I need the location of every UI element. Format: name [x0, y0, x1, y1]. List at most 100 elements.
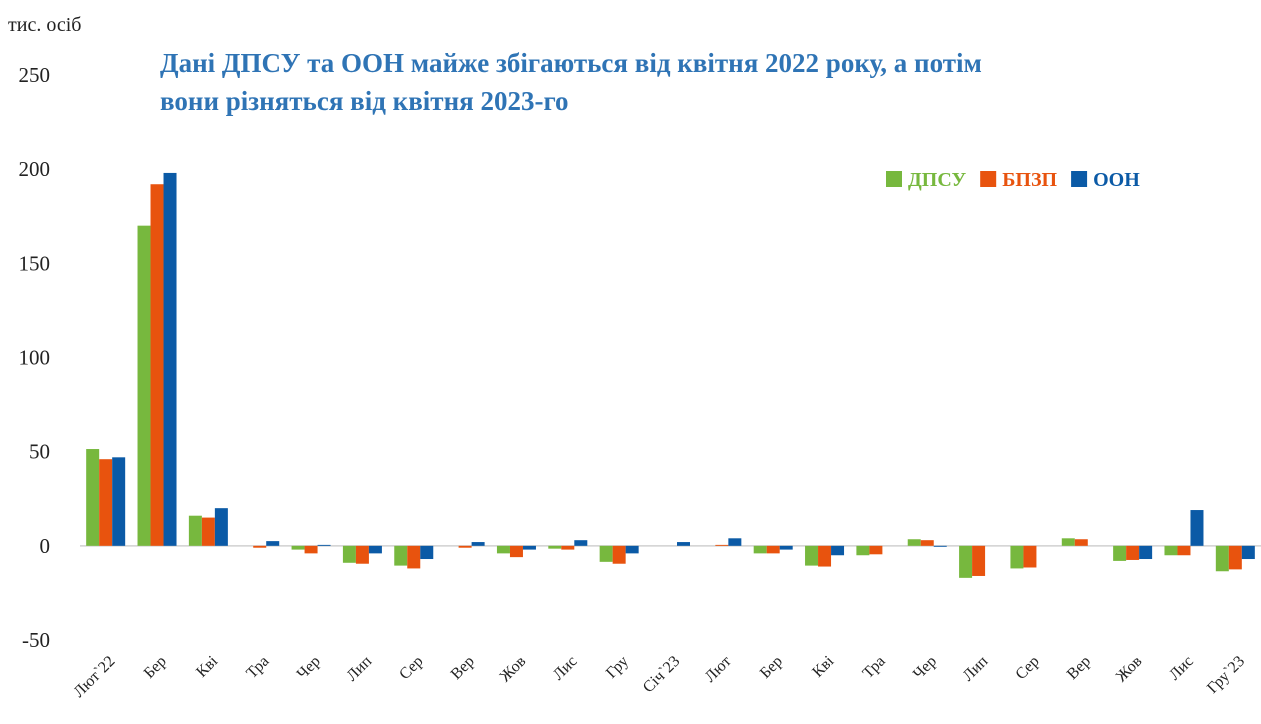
x-tick-label: Кві: [193, 652, 221, 680]
bar: [99, 459, 113, 546]
legend-swatch: [980, 171, 997, 187]
bar: [188, 515, 202, 546]
x-tick-label: Січ`23: [640, 653, 683, 696]
chart-title: Дані ДПСУ та ООН майже збігаються від кв…: [160, 48, 982, 116]
bar: [509, 545, 523, 558]
bar: [163, 172, 177, 546]
x-tick-label: Тра: [860, 653, 889, 682]
bar: [458, 545, 472, 548]
bar: [599, 545, 613, 562]
x-tick-label: Чер: [294, 653, 324, 683]
bar: [1126, 545, 1140, 560]
bar: [1139, 545, 1153, 560]
bar: [1241, 545, 1255, 560]
bar: [137, 225, 151, 546]
bar: [368, 545, 382, 554]
bar: [766, 545, 780, 554]
bar: [574, 540, 588, 546]
bar: [317, 544, 331, 546]
y-tick-label: 50: [29, 440, 50, 464]
x-tick-label: Вер: [448, 653, 478, 683]
bar: [959, 545, 973, 578]
bar: [1177, 545, 1191, 556]
bar: [612, 545, 626, 564]
bar: [1010, 545, 1024, 569]
bar: [818, 545, 832, 567]
bar: [291, 545, 305, 550]
bar: [907, 539, 921, 546]
bar: [304, 545, 318, 554]
bar: [728, 538, 742, 546]
y-tick-label: 100: [19, 346, 51, 370]
x-tick-label: Сер: [396, 653, 426, 683]
bar: [548, 545, 562, 549]
y-tick-label: 0: [40, 534, 51, 558]
legend-swatch: [1071, 171, 1088, 187]
bar: [1113, 545, 1127, 561]
legend-label: ООН: [1093, 169, 1140, 191]
x-tick-label: Тра: [243, 653, 272, 682]
bar: [1190, 510, 1204, 546]
bar: [522, 545, 536, 550]
bar: [420, 545, 434, 560]
bar: [805, 545, 819, 566]
x-tick-label: Лют: [702, 653, 735, 686]
bar: [972, 545, 986, 576]
bar: [933, 545, 947, 547]
bar: [214, 508, 228, 546]
x-tick-label: Чер: [910, 653, 940, 683]
y-axis-label: тис. осіб: [8, 14, 82, 36]
y-tick-label: -50: [22, 628, 50, 652]
bar: [869, 545, 883, 555]
bar: [715, 544, 729, 546]
legend-label: БПЗП: [1002, 169, 1057, 191]
y-tick-label: 150: [19, 251, 51, 275]
bar: [1074, 539, 1088, 546]
bar: [779, 545, 793, 550]
legend-swatch: [886, 171, 902, 187]
x-tick-label: Лис: [550, 653, 581, 684]
x-tick-label: Бер: [757, 653, 786, 682]
x-tick-label: Лис: [1166, 653, 1197, 684]
bar: [625, 545, 639, 554]
bar: [561, 545, 575, 550]
bar: [86, 449, 100, 546]
bar: [677, 542, 690, 546]
bar: [856, 545, 870, 556]
bar: [394, 545, 408, 566]
bar: [1215, 545, 1229, 572]
x-tick-label: Жов: [1113, 652, 1146, 685]
x-tick-label: Гру: [603, 653, 632, 682]
x-tick-label: Жов: [497, 652, 530, 685]
bar: [831, 545, 845, 556]
bar: [496, 545, 510, 554]
bar: [266, 541, 280, 546]
x-tick-label: Кві: [809, 652, 837, 680]
bar: [1023, 545, 1037, 568]
y-tick-label: 200: [19, 157, 51, 181]
x-tick-label: Лип: [960, 653, 992, 685]
bar: [1164, 545, 1178, 556]
x-tick-label: Вер: [1064, 653, 1094, 683]
bar: [150, 184, 164, 546]
bar: [1061, 538, 1075, 546]
legend-label: ДПСУ: [908, 169, 966, 191]
y-tick-label: 250: [19, 63, 51, 87]
x-tick-label: Лют`22: [70, 653, 118, 701]
bar: [407, 545, 421, 569]
x-tick-label: Лип: [343, 653, 375, 685]
x-tick-label: Сер: [1012, 653, 1042, 683]
bar: [342, 545, 356, 563]
x-tick-label: Бер: [141, 653, 170, 682]
bar: [201, 517, 215, 546]
bar: [471, 542, 485, 546]
bar: [355, 545, 369, 564]
bar: [753, 545, 767, 554]
x-tick-label: Гру`23: [1204, 653, 1248, 697]
bar: [253, 545, 267, 548]
bar: [112, 457, 126, 546]
bar: [1228, 545, 1242, 570]
bar: [920, 540, 934, 546]
